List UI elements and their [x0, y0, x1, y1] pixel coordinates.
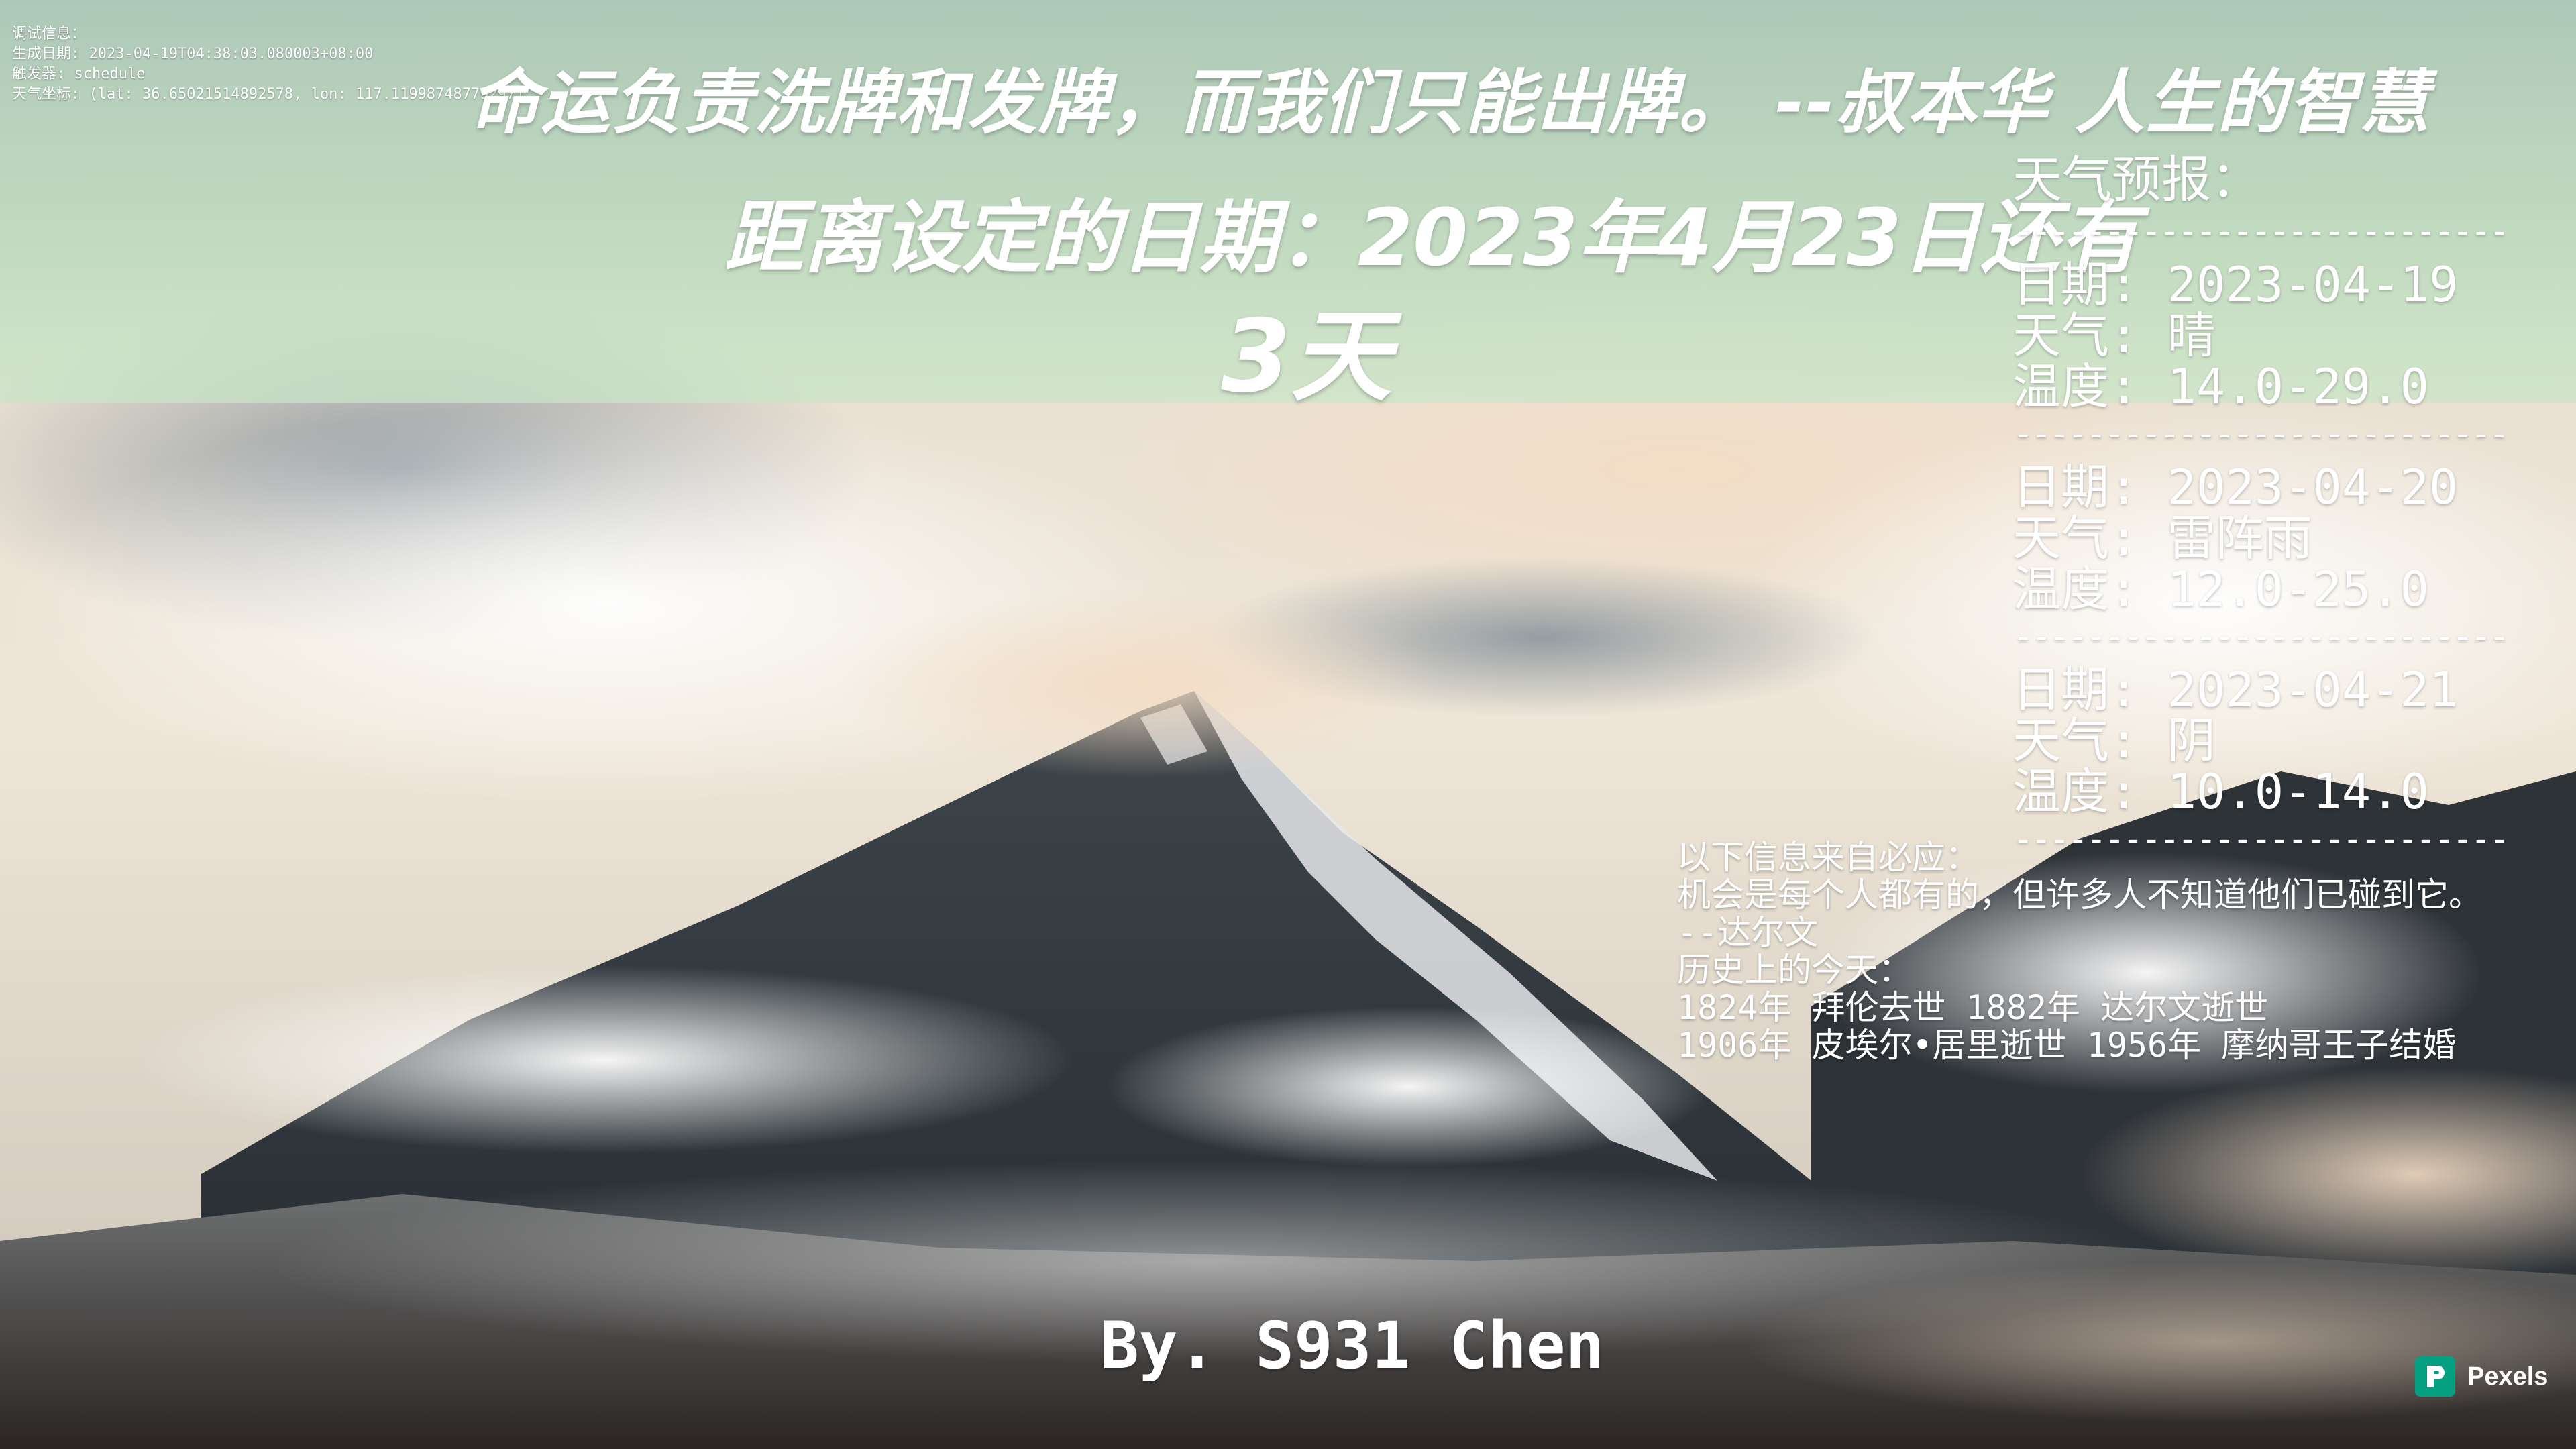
forecast-date: 日期: 2023-04-19 [2012, 256, 2459, 313]
history-line: 1824年 拜伦去世 1882年 达尔文逝世 [1677, 988, 2269, 1027]
debug-generated: 生成日期: 2023-04-19T04:38:03.080003+08:00 [12, 46, 374, 62]
top-translucent-band [0, 0, 2576, 402]
forecast-day: 日期: 2023-04-21 天气: 阴 温度: 10.0-14.0 [2012, 655, 2509, 821]
countdown-label: 距离设定的日期：2023年4月23日还有 [724, 191, 2139, 284]
forecast-temperature: 温度: 14.0-29.0 [2012, 358, 2429, 415]
forecast-condition: 天气: 晴 [2012, 307, 2216, 364]
forecast-day: 日期: 2023-04-19 天气: 晴 温度: 14.0-29.0 [2012, 250, 2509, 416]
debug-title: 调试信息： [12, 25, 87, 42]
author-signature: By. S931 Chen [1100, 1308, 1605, 1383]
debug-trigger: 触发器: schedule [12, 66, 146, 83]
forecast-date: 日期: 2023-04-21 [2012, 661, 2459, 718]
history-line: 1906年 皮埃尔•居里逝世 1956年 摩纳哥王子结婚 [1677, 1026, 2457, 1065]
info-author: --达尔文 [1677, 913, 1819, 952]
forecast-temperature: 温度: 12.0-25.0 [2012, 561, 2429, 617]
debug-coords: 天气坐标: (lat: 36.65021514892578, lon: 117.… [12, 86, 525, 103]
forecast-condition: 天气: 雷阵雨 [2012, 510, 2312, 566]
daily-quote: 命运负责洗牌和发牌，而我们只能出牌。 --叔本华 人生的智慧 [470, 62, 2430, 144]
forecast-condition: 天气: 阴 [2012, 712, 2216, 769]
divider: ----------------------------- [2012, 416, 2509, 452]
forecast-temperature: 温度: 10.0-14.0 [2012, 763, 2429, 820]
divider: ----------------------------- [2012, 821, 2509, 857]
debug-info: 调试信息： 生成日期: 2023-04-19T04:38:03.080003+0… [12, 24, 525, 105]
history-title: 历史上的今天： [1677, 951, 1912, 989]
bing-info: 以下信息来自必应： 机会是每个人都有的，但许多人不知道他们已碰到它。 --达尔文… [1677, 839, 2482, 1064]
pexels-attribution[interactable]: Pexels [2415, 1356, 2548, 1397]
divider: ----------------------------- [2012, 213, 2509, 250]
pexels-logo-icon [2415, 1356, 2455, 1397]
divider: ----------------------------- [2012, 619, 2509, 655]
weather-title: 天气预报： [2012, 151, 2261, 209]
weather-forecast: 天气预报： ----------------------------- 日期: … [2012, 146, 2509, 857]
countdown-days: 3天 [1221, 299, 1392, 415]
info-quote: 机会是每个人都有的，但许多人不知道他们已碰到它。 [1677, 875, 2482, 914]
forecast-date: 日期: 2023-04-20 [2012, 459, 2459, 515]
forecast-day: 日期: 2023-04-20 天气: 雷阵雨 温度: 12.0-25.0 [2012, 452, 2509, 619]
pexels-label: Pexels [2467, 1362, 2548, 1391]
info-source: 以下信息来自必应： [1677, 838, 1979, 877]
